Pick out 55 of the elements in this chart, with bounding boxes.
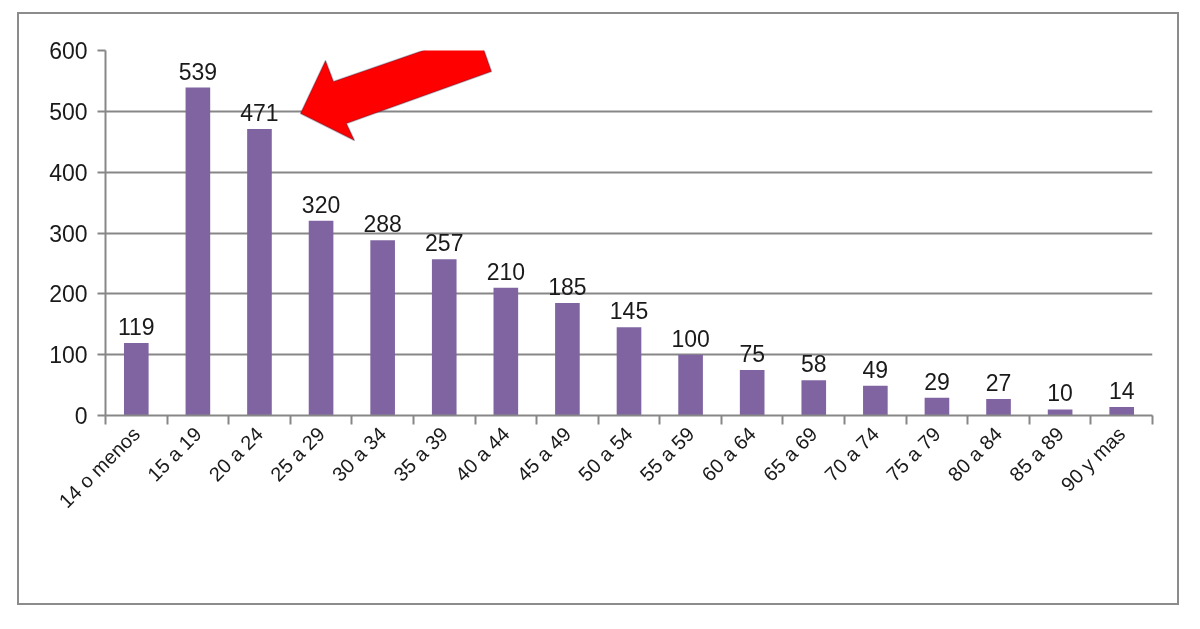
bar (431, 259, 457, 416)
bar (185, 87, 211, 416)
data-label: 210 (486, 258, 526, 285)
data-label: 145 (609, 298, 649, 325)
y-tick-label: 400 (49, 159, 88, 186)
data-label: 58 (800, 351, 827, 378)
x-tick-label: 15 a 19 (142, 422, 206, 486)
bar (555, 302, 580, 416)
x-tick-label: 55 a 59 (635, 422, 699, 486)
x-tick-label: 45 a 49 (512, 422, 576, 486)
data-label: 27 (985, 370, 1012, 397)
bar (308, 220, 334, 416)
x-tick-label: 25 a 29 (266, 422, 329, 486)
y-tick-label: 200 (49, 281, 88, 308)
bar (493, 287, 519, 416)
data-label: 75 (739, 340, 765, 367)
bar (1109, 406, 1135, 416)
bar (986, 399, 1011, 416)
bar (739, 369, 765, 416)
data-label: 471 (240, 99, 279, 126)
y-tick-label: 100 (49, 342, 88, 369)
data-label: 257 (425, 230, 464, 257)
data-label: 185 (548, 273, 587, 300)
y-tick-label: 300 (49, 220, 88, 247)
data-label: 14 (1108, 377, 1135, 404)
y-tick-label: 0 (74, 403, 88, 429)
y-tick-label: 600 (49, 38, 88, 64)
data-label: 288 (363, 211, 402, 238)
x-tick-label: 50 a 54 (574, 422, 637, 486)
x-tick-label: 70 a 74 (820, 422, 884, 486)
bar (1047, 409, 1073, 416)
x-tick-label: 35 a 39 (389, 422, 453, 486)
x-tick-label: 65 a 69 (758, 422, 822, 486)
bar (616, 327, 642, 416)
data-label: 119 (117, 314, 155, 341)
bar (678, 354, 703, 416)
bar (924, 397, 950, 416)
bar (863, 385, 888, 416)
x-tick-label: 75 a 79 (881, 422, 945, 486)
bar (123, 343, 149, 416)
data-label: 49 (862, 356, 889, 383)
data-label: 539 (178, 58, 218, 85)
bar (801, 380, 827, 416)
x-tick-label: 80 a 84 (943, 422, 1007, 486)
data-label: 29 (924, 368, 950, 395)
x-tick-label: 20 a 24 (204, 422, 268, 486)
bar (370, 240, 395, 416)
x-tick-label: 40 a 44 (450, 422, 514, 486)
data-label: 100 (671, 325, 710, 352)
data-label: 320 (301, 191, 341, 218)
x-tick-label: 60 a 64 (697, 422, 760, 486)
bar (247, 128, 272, 416)
x-tick-label: 30 a 34 (327, 422, 391, 486)
y-tick-label: 500 (49, 98, 88, 125)
data-label: 10 (1047, 380, 1073, 407)
